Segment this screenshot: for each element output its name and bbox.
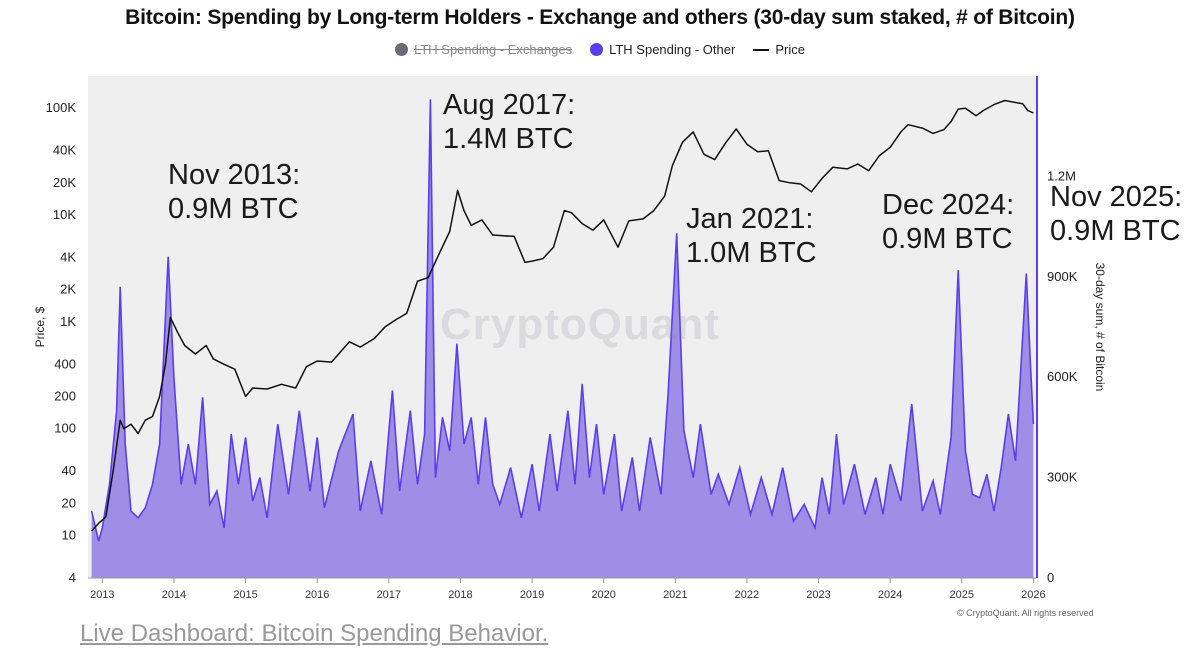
y-left-tick-label: 400: [54, 356, 76, 371]
y-left-tick-label: 4K: [60, 250, 76, 265]
y-right-tick-label: 600K: [1047, 369, 1078, 384]
x-tick-label: 2022: [735, 589, 759, 601]
y-axis-right-label: 30-day sum, # of Bitcoin: [1093, 262, 1107, 392]
y-left-tick-label: 10: [62, 527, 76, 542]
y-left-tick-label: 40: [62, 463, 76, 478]
annotation-aug-2017: Aug 2017: 1.4M BTC: [443, 89, 576, 155]
legend-dot-exchanges: [395, 43, 409, 56]
y-axis-left-label: Price, $: [33, 306, 47, 348]
series-line-price: [91, 99, 1034, 532]
y-left-tick-label: 200: [54, 388, 76, 403]
y-left-tick-label: 4: [69, 570, 76, 585]
x-tick-label: 2015: [233, 589, 257, 601]
legend-item-exchanges[interactable]: LTH Spending - Exchanges: [395, 42, 572, 57]
dashboard-link[interactable]: Live Dashboard: Bitcoin Spending Behavio…: [80, 620, 549, 647]
y-right-tick-label: 0: [1047, 570, 1054, 585]
x-tick-label: 2024: [878, 589, 902, 601]
x-tick-label: 2025: [950, 589, 974, 601]
y-left-tick-label: 100K: [46, 100, 77, 115]
annotation-nov-2025: Nov 2025: 0.9M BTC: [1050, 181, 1183, 247]
x-tick-label: 2023: [806, 589, 830, 601]
y-right-tick-label: 900K: [1047, 269, 1078, 284]
x-tick-label: 2026: [1021, 589, 1045, 601]
y-left-tick-label: 100: [54, 421, 76, 436]
y-left-tick-label: 20: [62, 495, 76, 510]
watermark: CryptoQuant: [440, 300, 720, 349]
x-tick-label: 2018: [448, 589, 472, 601]
y-right-tick-label: 300K: [1047, 470, 1078, 485]
y-left-tick-label: 20K: [53, 175, 76, 190]
x-tick-label: 2021: [663, 589, 687, 601]
x-tick-label: 2020: [591, 589, 615, 601]
legend-label-exchanges: LTH Spending - Exchanges: [414, 42, 573, 57]
x-tick-label: 2016: [305, 589, 329, 601]
series-line-lth-other: [90, 99, 1035, 542]
y-right-tick-label: 1.2M: [1047, 168, 1076, 183]
annotation-dec-2024: Dec 2024: 0.9M BTC: [882, 189, 1015, 255]
legend-label-other: LTH Spending - Other: [609, 42, 736, 57]
annotation-jan-2021: Jan 2021: 1.0M BTC: [686, 203, 817, 269]
legend-label-price: Price: [775, 42, 805, 57]
series-area-lth-other: [91, 99, 1034, 579]
legend: LTH Spending - Exchanges LTH Spending - …: [0, 42, 1200, 57]
legend-line-price: [753, 48, 770, 51]
chart-title: Bitcoin: Spending by Long-term Holders -…: [125, 6, 1075, 29]
x-tick-label: 2014: [162, 589, 186, 601]
legend-item-other[interactable]: LTH Spending - Other: [590, 42, 735, 57]
copyright: © CryptoQuant. All rights reserved: [957, 608, 1094, 618]
y-left-tick-label: 2K: [60, 282, 76, 297]
x-tick-label: 2013: [90, 589, 114, 601]
x-tick-label: 2017: [377, 589, 401, 601]
y-left-tick-label: 10K: [53, 207, 76, 222]
y-left-tick-label: 40K: [53, 143, 76, 158]
legend-item-price[interactable]: Price: [753, 42, 805, 57]
y-left-tick-label: 1K: [60, 314, 76, 329]
annotation-nov-2013: Nov 2013: 0.9M BTC: [168, 159, 301, 225]
legend-dot-other: [590, 43, 604, 56]
x-tick-label: 2019: [520, 589, 544, 601]
